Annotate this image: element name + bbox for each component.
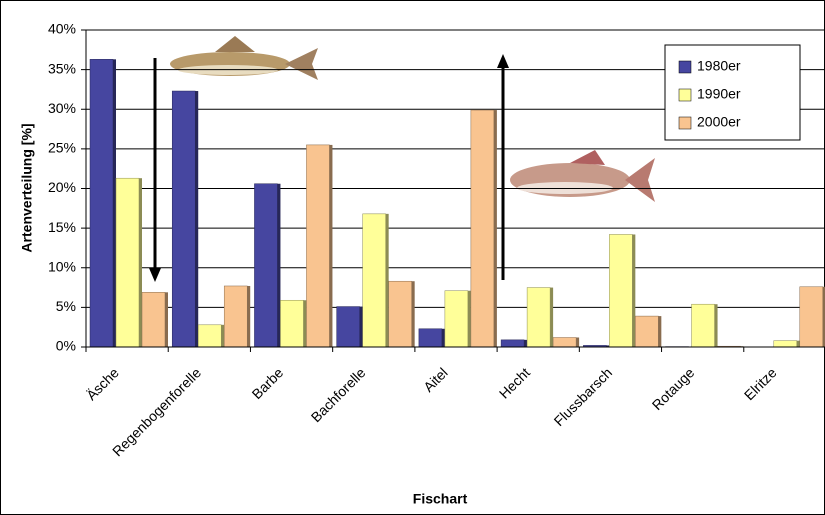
y-tick-label: 40%	[48, 21, 76, 37]
bar-group	[197, 324, 225, 348]
bar	[552, 337, 577, 348]
bar-group	[526, 287, 554, 348]
bar	[773, 340, 798, 348]
bar-group	[171, 90, 199, 348]
bar-group	[773, 340, 800, 348]
bar	[470, 109, 495, 348]
bar-group	[444, 290, 471, 348]
bar	[444, 290, 469, 348]
bar-group	[635, 315, 662, 348]
y-tick-label: 25%	[48, 140, 76, 156]
bar	[500, 339, 525, 348]
y-tick-label: 20%	[48, 179, 76, 195]
bar-group	[306, 144, 333, 348]
bar-group	[470, 109, 497, 348]
bar-group	[418, 328, 445, 348]
legend-swatch	[678, 60, 692, 74]
bar	[362, 213, 386, 348]
bar	[388, 280, 412, 348]
bar-group	[609, 234, 636, 348]
bar	[115, 177, 140, 348]
bar	[691, 303, 715, 348]
bar	[171, 90, 196, 348]
bar	[89, 59, 114, 348]
bar-group	[388, 280, 415, 348]
bar	[280, 299, 304, 348]
bar-group	[500, 339, 528, 348]
bar	[306, 144, 330, 348]
bar	[141, 292, 166, 348]
bar-group	[115, 177, 142, 348]
bar-group	[336, 306, 363, 348]
bar-group	[691, 303, 718, 348]
bar-group	[223, 285, 251, 348]
y-tick-label: 35%	[48, 60, 76, 76]
bar-group	[552, 337, 580, 348]
legend-label: 1980er	[697, 58, 741, 74]
bar	[223, 285, 248, 348]
bar	[609, 234, 633, 348]
arrow	[149, 58, 161, 282]
legend-swatch	[678, 88, 692, 102]
bar	[635, 315, 659, 348]
y-tick-label: 30%	[48, 100, 76, 116]
y-tick-label: 15%	[48, 219, 76, 235]
bar	[799, 286, 824, 348]
x-axis-title: Fischart	[413, 491, 468, 507]
bar	[254, 183, 278, 348]
bar-group	[141, 292, 168, 348]
bar	[418, 328, 443, 348]
y-tick-label: 0%	[56, 338, 76, 354]
y-axis-title: Artenverteilung [%]	[19, 123, 35, 252]
bar-group	[254, 183, 281, 348]
bar-group	[362, 213, 389, 348]
bar	[197, 324, 222, 348]
legend-label: 2000er	[697, 114, 741, 130]
legend-swatch	[678, 116, 692, 130]
y-tick-label: 10%	[48, 258, 76, 274]
bar	[336, 306, 360, 348]
arrow	[497, 54, 509, 280]
bar-group	[280, 299, 307, 348]
bar	[526, 287, 551, 348]
y-tick-label: 5%	[56, 298, 76, 314]
bar-group	[799, 286, 825, 348]
legend-label: 1990er	[697, 86, 741, 102]
bar-group	[89, 59, 116, 348]
